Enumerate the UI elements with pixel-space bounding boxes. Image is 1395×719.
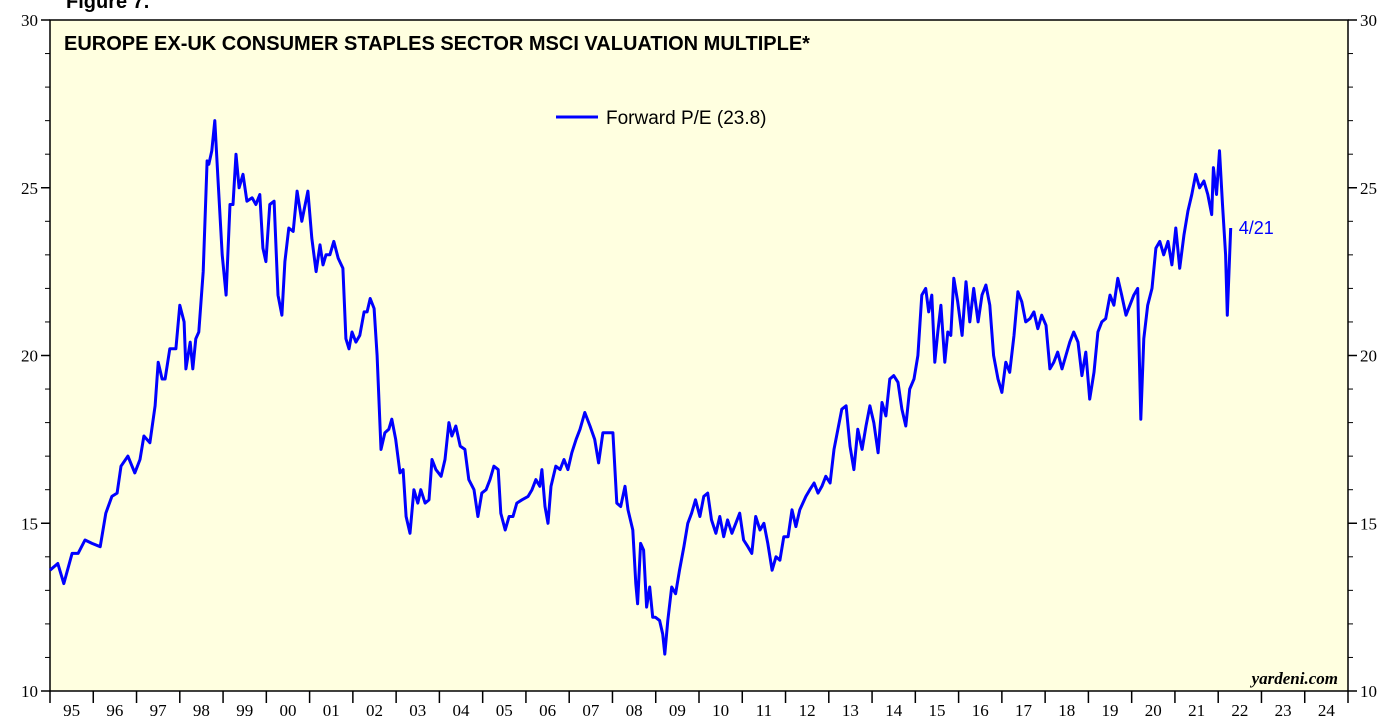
x-tick-label: 09 [669, 701, 686, 719]
x-tick-label: 10 [712, 701, 729, 719]
x-tick-label: 11 [756, 701, 772, 719]
y2-tick-label: 20 [1360, 347, 1377, 366]
y-tick-label: 20 [21, 347, 38, 366]
y-tick-label: 15 [21, 514, 38, 533]
x-tick-label: 13 [842, 701, 859, 719]
chart-title: EUROPE EX-UK CONSUMER STAPLES SECTOR MSC… [64, 33, 810, 55]
x-tick-label: 96 [106, 701, 123, 719]
x-tick-label: 15 [928, 701, 945, 719]
x-tick-label: 08 [626, 701, 643, 719]
y2-tick-label: 15 [1360, 514, 1377, 533]
x-tick-label: 04 [453, 701, 471, 719]
x-tick-label: 17 [1015, 701, 1033, 719]
x-tick-label: 22 [1231, 701, 1248, 719]
x-tick-label: 07 [582, 701, 600, 719]
x-tick-label: 05 [496, 701, 513, 719]
y-tick-label: 30 [21, 11, 38, 30]
x-tick-label: 98 [193, 701, 210, 719]
x-tick-label: 99 [236, 701, 253, 719]
x-tick-label: 24 [1318, 701, 1336, 719]
x-tick-label: 06 [539, 701, 556, 719]
x-tick-label: 19 [1102, 701, 1119, 719]
x-tick-label: 97 [150, 701, 168, 719]
x-tick-label: 20 [1145, 701, 1162, 719]
x-tick-label: 16 [972, 701, 989, 719]
x-tick-label: 12 [799, 701, 816, 719]
y-tick-label: 25 [21, 179, 38, 198]
plot-area [49, 19, 1349, 692]
y2-tick-label: 25 [1360, 179, 1377, 198]
y2-tick-label: 30 [1360, 11, 1377, 30]
x-tick-label: 23 [1275, 701, 1292, 719]
legend-label: Forward P/E (23.8) [606, 108, 767, 129]
figure-label: Figure 7. [66, 0, 149, 13]
series-line [49, 119, 1233, 656]
x-tick-label: 00 [279, 701, 296, 719]
y2-tick-label: 10 [1360, 682, 1377, 701]
x-tick-label: 01 [323, 701, 340, 719]
x-tick-label: 21 [1188, 701, 1205, 719]
x-tick-label: 03 [409, 701, 426, 719]
source: yardeni.com [1250, 669, 1338, 688]
x-tick-label: 18 [1058, 701, 1075, 719]
x-tick-label: 02 [366, 701, 383, 719]
x-tick-label: 14 [885, 701, 903, 719]
x-tick-label: 95 [63, 701, 80, 719]
y-tick-label: 10 [21, 682, 38, 701]
end-annotation: 4/21 [1239, 218, 1274, 238]
